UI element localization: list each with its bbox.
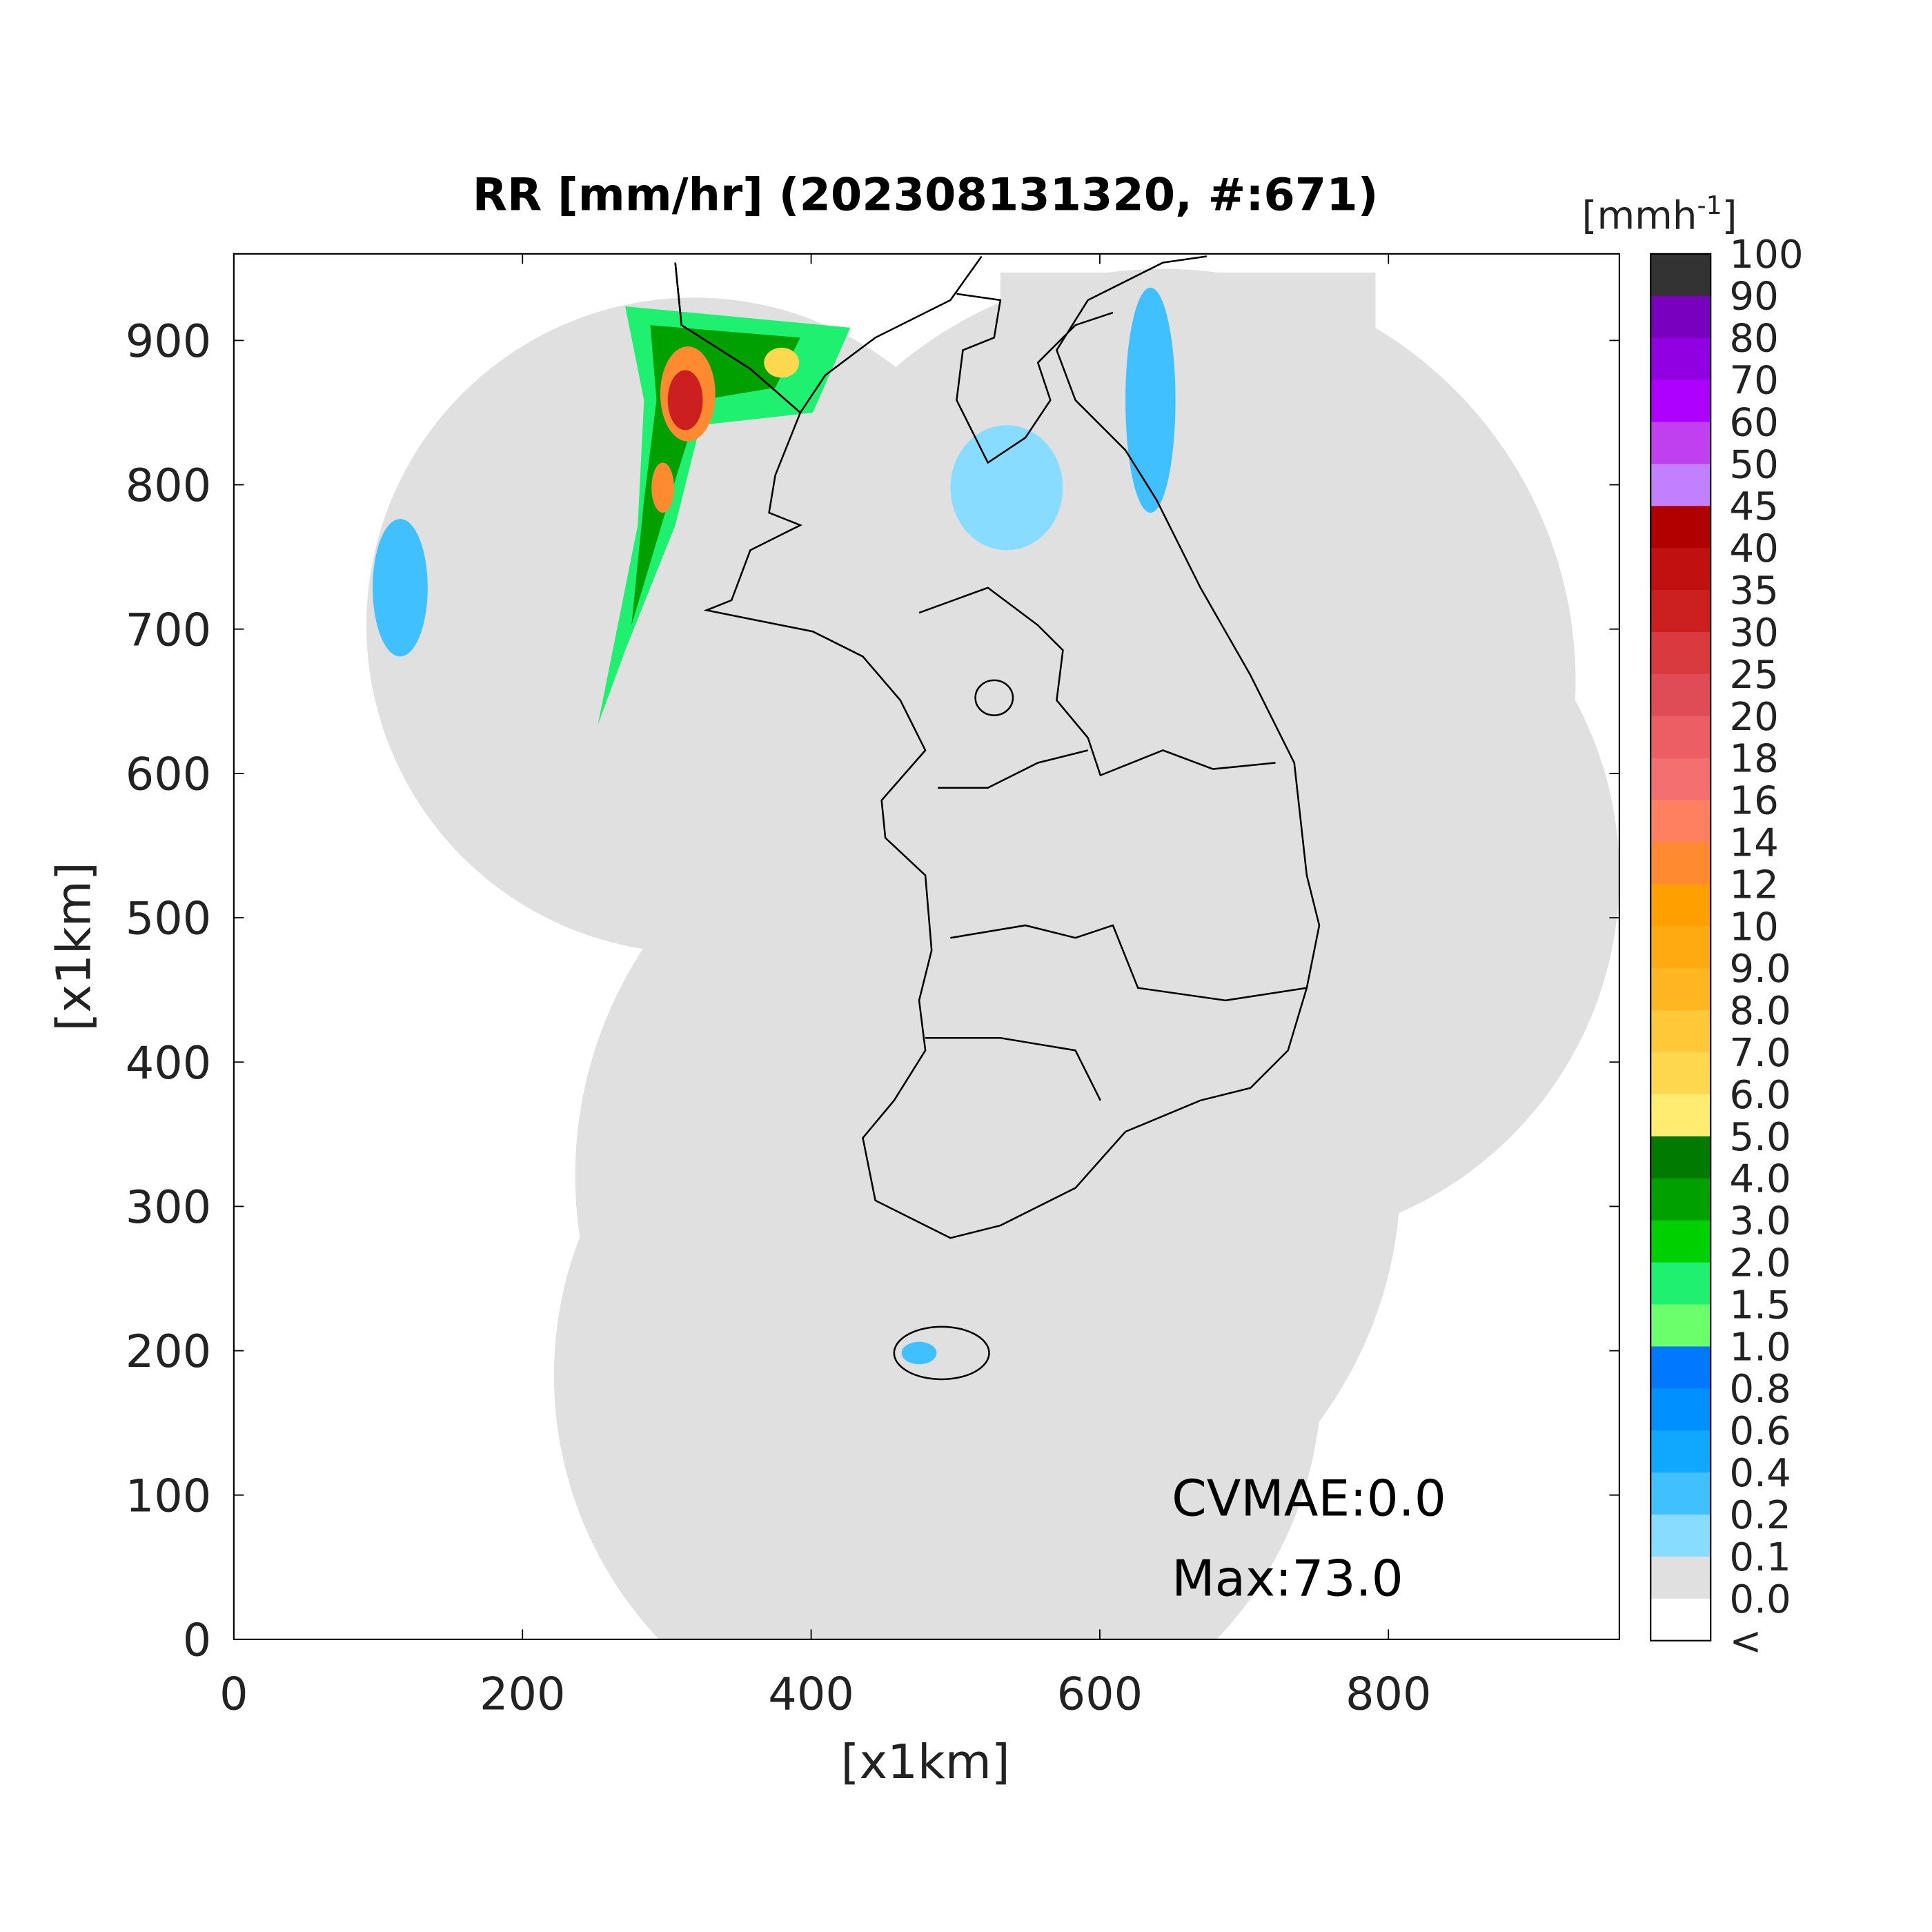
colorbar-segment <box>1650 379 1711 423</box>
colorbar-segment <box>1650 1388 1711 1432</box>
colorbar-label: 20 <box>1729 695 1778 740</box>
unit-end: ] <box>1722 194 1737 239</box>
colorbar-label: 35 <box>1729 569 1778 613</box>
colorbar-segment <box>1650 295 1711 339</box>
colorbar-segment <box>1650 926 1711 969</box>
colorbar-segment <box>1650 253 1711 297</box>
y-axis-label: [x1km] <box>46 862 101 1031</box>
colorbar-unit: [mmh-1] <box>1582 190 1737 239</box>
colorbar-segment <box>1650 716 1711 759</box>
coastline <box>674 255 1321 1381</box>
colorbar-label: 10 <box>1729 905 1778 949</box>
y-tick-label: 100 <box>126 1470 212 1522</box>
colorbar-label: 45 <box>1729 484 1778 529</box>
colorbar-label: 0.8 <box>1729 1367 1791 1412</box>
colorbar-label: 9.0 <box>1729 947 1791 992</box>
colorbar-segment <box>1650 1136 1711 1179</box>
y-tick-label: 700 <box>126 604 212 656</box>
colorbar-frame <box>1650 253 1712 1642</box>
colorbar-segment <box>1650 548 1711 591</box>
colorbar-segment <box>1650 1556 1711 1599</box>
colorbar-segment <box>1650 1262 1711 1305</box>
colorbar-label: 0.6 <box>1729 1409 1791 1454</box>
colorbar-label: 25 <box>1729 653 1778 698</box>
colorbar-segment <box>1650 464 1711 507</box>
colorbar-label: < <box>1729 1619 1762 1664</box>
colorbar-label: 4.0 <box>1729 1157 1791 1202</box>
y-tick-label: 400 <box>126 1037 212 1090</box>
x-tick-label: 600 <box>1057 1668 1143 1720</box>
colorbar-segment <box>1650 1094 1711 1137</box>
colorbar-label: 100 <box>1729 233 1803 277</box>
colorbar-segment <box>1650 1472 1711 1515</box>
colorbar-label: 0.1 <box>1729 1535 1791 1580</box>
radar-coverage <box>366 255 1619 1639</box>
colorbar-segment <box>1650 842 1711 885</box>
colorbar-label: 0.4 <box>1729 1451 1791 1496</box>
colorbar-segment <box>1650 968 1711 1012</box>
colorbar-label: 50 <box>1729 442 1778 487</box>
colorbar-label: 40 <box>1729 526 1778 571</box>
colorbar-segment <box>1650 1346 1711 1390</box>
chart-title: RR [mm/hr] (202308131320, #:671) <box>473 168 1379 221</box>
x-tick-label: 200 <box>480 1668 566 1720</box>
colorbar-segment <box>1650 1052 1711 1095</box>
colorbar-label: 8.0 <box>1729 989 1791 1034</box>
y-tick-label: 800 <box>126 460 212 512</box>
y-tick-label: 500 <box>126 893 212 945</box>
colorbar-label: 3.0 <box>1729 1199 1791 1244</box>
colorbar-label: 80 <box>1729 317 1778 362</box>
colorbar-segment <box>1650 1010 1711 1053</box>
colorbar-segment <box>1650 632 1711 675</box>
colorbar-label: 60 <box>1729 400 1778 445</box>
y-tick-label: 600 <box>126 748 212 800</box>
colorbar-label: 7.0 <box>1729 1031 1791 1076</box>
y-tick-label: 300 <box>126 1181 212 1234</box>
x-tick-label: 400 <box>768 1668 854 1720</box>
colorbar-label: 6.0 <box>1729 1073 1791 1118</box>
colorbar-segment <box>1650 800 1711 843</box>
colorbar-label: 5.0 <box>1729 1115 1791 1160</box>
colorbar-label: 1.0 <box>1729 1325 1791 1370</box>
colorbar-label: 70 <box>1729 359 1778 404</box>
annotation: CVMAE:0.0 <box>1172 1470 1446 1528</box>
colorbar-segment <box>1650 758 1711 801</box>
colorbar-label: 0.2 <box>1729 1493 1791 1538</box>
y-tick-label: 0 <box>183 1614 212 1666</box>
colorbar-label: 18 <box>1729 737 1778 782</box>
colorbar-segment <box>1650 506 1711 549</box>
colorbar-label: 30 <box>1729 611 1778 656</box>
colorbar-segment <box>1650 673 1711 717</box>
y-tick-label: 200 <box>126 1325 212 1378</box>
colorbar-label: 0.0 <box>1729 1577 1791 1622</box>
annotation: Max:73.0 <box>1172 1550 1403 1608</box>
colorbar-segment <box>1650 1515 1711 1557</box>
colorbar-label: 90 <box>1729 275 1778 319</box>
unit-base: [mmh <box>1582 194 1697 239</box>
colorbar-label: 14 <box>1729 820 1778 865</box>
plot-frame <box>233 253 1621 1641</box>
colorbar-label: 12 <box>1729 862 1778 907</box>
colorbar-segment <box>1650 590 1711 633</box>
colorbar-label: 16 <box>1729 779 1778 824</box>
x-tick-label: 0 <box>219 1668 248 1720</box>
colorbar-segment <box>1650 1304 1711 1348</box>
colorbar-segment <box>1650 1220 1711 1263</box>
colorbar-segment <box>1650 337 1711 381</box>
colorbar-segment <box>1650 1430 1711 1474</box>
colorbar-label: 2.0 <box>1729 1241 1791 1286</box>
unit-power: -1 <box>1697 190 1722 220</box>
colorbar-segment <box>1650 1598 1711 1642</box>
colorbar-label: 1.5 <box>1729 1283 1791 1328</box>
colorbar-segment <box>1650 1178 1711 1221</box>
x-axis-label: [x1km] <box>840 1735 1009 1790</box>
colorbar-segment <box>1650 884 1711 927</box>
x-tick-label: 800 <box>1346 1668 1432 1720</box>
precipitation <box>373 287 1176 1365</box>
colorbar-segment <box>1650 422 1711 465</box>
y-tick-label: 900 <box>126 315 212 368</box>
